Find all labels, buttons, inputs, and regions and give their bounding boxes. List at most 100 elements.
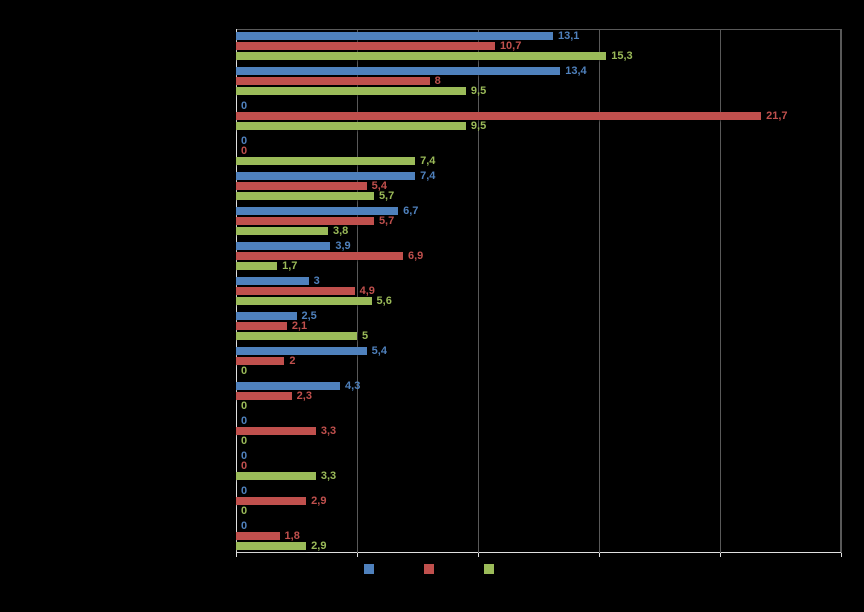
bar bbox=[236, 32, 553, 40]
bar-value-label: 13,1 bbox=[558, 30, 579, 42]
bar-value-label: 3,9 bbox=[335, 240, 350, 252]
bar bbox=[236, 322, 287, 330]
bar-value-label: 9,5 bbox=[471, 120, 486, 132]
bar bbox=[236, 297, 372, 305]
bar-value-label: 3 bbox=[314, 275, 320, 287]
bar bbox=[236, 172, 415, 180]
bar-group: 3 4,95,6 bbox=[236, 277, 841, 305]
bar-value-label: 5,4 bbox=[372, 345, 387, 357]
bar bbox=[236, 532, 280, 540]
bar-value-label: 2,3 bbox=[297, 390, 312, 402]
bar bbox=[236, 182, 367, 190]
bar bbox=[236, 217, 374, 225]
bar-value-label: 5,6 bbox=[377, 295, 392, 307]
bar-value-label: 3,3 bbox=[321, 425, 336, 437]
bar-value-label: 0 bbox=[241, 365, 247, 377]
bar-group: 13,1 10,7 15,3 bbox=[236, 32, 841, 60]
bar bbox=[236, 332, 357, 340]
bar-value-label: 2 bbox=[289, 355, 295, 367]
bar bbox=[236, 382, 340, 390]
bar-value-label: 4,3 bbox=[345, 380, 360, 392]
bar-value-label: 13,4 bbox=[565, 65, 586, 77]
bar-value-label: 1,8 bbox=[285, 530, 300, 542]
legend-swatch bbox=[364, 564, 374, 574]
bar bbox=[236, 207, 398, 215]
bar-value-label: 21,7 bbox=[766, 110, 787, 122]
bar-value-label: 3,8 bbox=[333, 225, 348, 237]
bar-group: 5,4 2 0 bbox=[236, 347, 841, 375]
bar-value-label: 0 bbox=[241, 485, 247, 497]
bar bbox=[236, 122, 466, 130]
bar-group: 007,4 bbox=[236, 137, 841, 165]
bar bbox=[236, 392, 292, 400]
bar-value-label: 4,9 bbox=[360, 285, 375, 297]
bar bbox=[236, 347, 367, 355]
bar bbox=[236, 52, 606, 60]
bar-value-label: 7,4 bbox=[420, 170, 435, 182]
bar-value-label: 6,9 bbox=[408, 250, 423, 262]
bar-value-label: 0 bbox=[241, 415, 247, 427]
bar-group: 7,45,45,7 bbox=[236, 172, 841, 200]
bar-group: 13,4 8 9,5 bbox=[236, 67, 841, 95]
bar-value-label: 5,7 bbox=[379, 215, 394, 227]
legend-item bbox=[424, 560, 440, 578]
bar-value-label: 3,3 bbox=[321, 470, 336, 482]
chart-container: 13,110,715,313,489,5021,79,5007,47,45,45… bbox=[0, 0, 864, 612]
x-tick bbox=[599, 553, 600, 557]
bar-value-label: 0 bbox=[241, 505, 247, 517]
bar-value-label: 10,7 bbox=[500, 40, 521, 52]
bar-value-label: 5 bbox=[362, 330, 368, 342]
bar bbox=[236, 112, 761, 120]
bar-group: 6,7 5,7 3,8 bbox=[236, 207, 841, 235]
bar bbox=[236, 42, 495, 50]
bar bbox=[236, 87, 466, 95]
bar bbox=[236, 287, 355, 295]
bar bbox=[236, 542, 306, 550]
bar bbox=[236, 157, 415, 165]
bar-group: 003,3 bbox=[236, 452, 841, 480]
bar-value-label: 2,1 bbox=[292, 320, 307, 332]
bar bbox=[236, 277, 309, 285]
x-tick bbox=[478, 553, 479, 557]
bar-value-label: 9,5 bbox=[471, 85, 486, 97]
bar-groups: 13,110,715,313,489,5021,79,5007,47,45,45… bbox=[236, 29, 841, 553]
bar bbox=[236, 192, 374, 200]
bar bbox=[236, 262, 277, 270]
gridline bbox=[841, 29, 842, 553]
bar bbox=[236, 472, 316, 480]
bar-value-label: 15,3 bbox=[611, 50, 632, 62]
bar-group: 2,52,15 bbox=[236, 312, 841, 340]
bar bbox=[236, 357, 284, 365]
bar-value-label: 1,7 bbox=[282, 260, 297, 272]
bar-group: 0 21,7 9,5 bbox=[236, 102, 841, 130]
bar-value-label: 0 bbox=[241, 520, 247, 532]
bar bbox=[236, 427, 316, 435]
bar-group: 3,9 6,9 1,7 bbox=[236, 242, 841, 270]
bar bbox=[236, 497, 306, 505]
bar bbox=[236, 242, 330, 250]
legend bbox=[0, 560, 864, 578]
bar-value-label: 0 bbox=[241, 145, 247, 157]
x-tick bbox=[236, 553, 237, 557]
bar-value-label: 0 bbox=[241, 460, 247, 472]
bar-group: 02,90 bbox=[236, 487, 841, 515]
bar-value-label: 0 bbox=[241, 400, 247, 412]
bar-value-label: 0 bbox=[241, 100, 247, 112]
bar-value-label: 7,4 bbox=[420, 155, 435, 167]
x-tick bbox=[357, 553, 358, 557]
bar-value-label: 6,7 bbox=[403, 205, 418, 217]
bar bbox=[236, 312, 297, 320]
bar-value-label: 0 bbox=[241, 435, 247, 447]
legend-item bbox=[364, 560, 380, 578]
legend-item bbox=[484, 560, 500, 578]
bar bbox=[236, 77, 430, 85]
bar-group: 03,30 bbox=[236, 417, 841, 445]
bar-group: 01,82,9 bbox=[236, 522, 841, 550]
x-tick bbox=[841, 553, 842, 557]
bar bbox=[236, 67, 560, 75]
legend-swatch bbox=[424, 564, 434, 574]
bar-value-label: 2,9 bbox=[311, 495, 326, 507]
bar bbox=[236, 252, 403, 260]
bar-value-label: 8 bbox=[435, 75, 441, 87]
bar bbox=[236, 227, 328, 235]
